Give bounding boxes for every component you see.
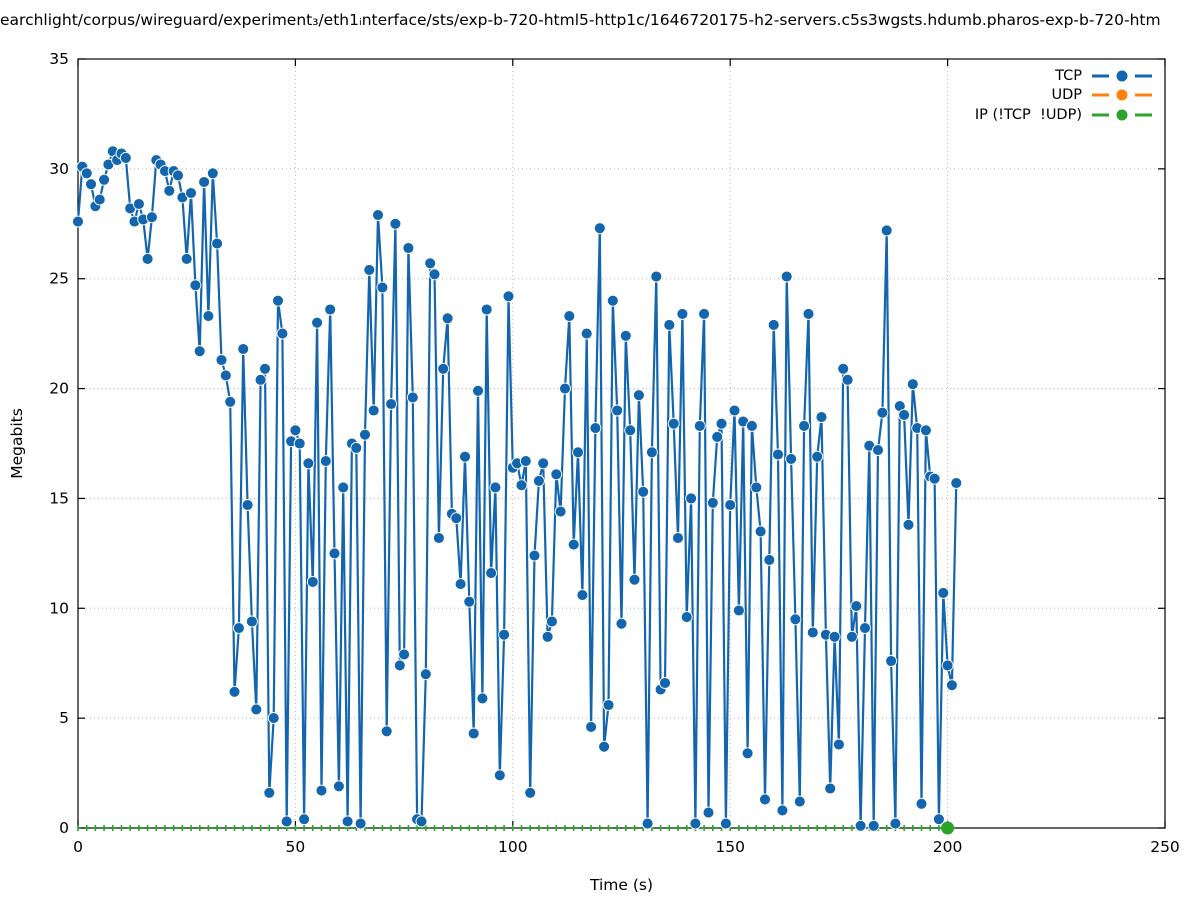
legend-label-tcp: TCP (1055, 67, 1082, 84)
svg-text:150: 150 (715, 838, 745, 856)
svg-text:15: 15 (49, 489, 69, 507)
svg-text:0: 0 (59, 819, 69, 837)
svg-text:Time (s): Time (s) (589, 876, 653, 894)
legend-sample-udp-icon (1092, 89, 1152, 101)
svg-text:20: 20 (49, 380, 69, 398)
legend-label-ip: IP (!TCP !UDP) (974, 106, 1082, 123)
legend-row-udp: UDP (975, 86, 1153, 106)
svg-text:200: 200 (933, 838, 963, 856)
chart-title: earchlight/corpus/wireguard/experiment₃/… (0, 11, 1161, 29)
legend-sample-tcp-icon (1092, 70, 1152, 82)
legend-row-tcp: TCP (975, 66, 1153, 86)
svg-text:50: 50 (286, 838, 306, 856)
svg-text:25: 25 (49, 270, 69, 288)
svg-text:250: 250 (1150, 838, 1180, 856)
legend-row-ip: IP (!TCP !UDP) (975, 105, 1153, 125)
legend: TCP UDP IP (!TCP !UDP) (975, 66, 1153, 125)
legend-sample-ip-icon (1092, 109, 1152, 121)
svg-text:35: 35 (49, 50, 69, 68)
svg-text:0: 0 (73, 838, 83, 856)
svg-text:100: 100 (498, 838, 528, 856)
svg-text:Megabits: Megabits (8, 408, 26, 479)
svg-text:30: 30 (49, 160, 69, 178)
svg-text:10: 10 (49, 599, 69, 617)
svg-text:5: 5 (59, 709, 69, 727)
legend-label-udp: UDP (1051, 87, 1082, 104)
